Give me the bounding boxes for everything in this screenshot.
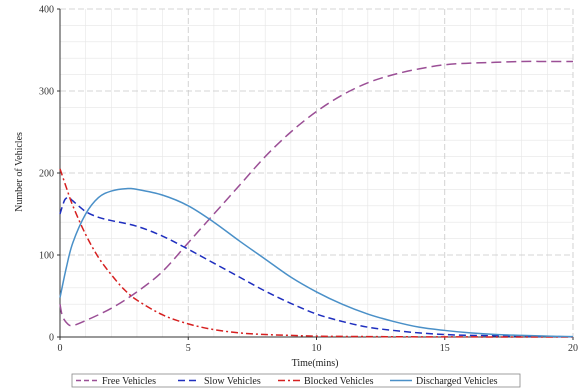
- legend-entry-label: Discharged Vehicles: [416, 376, 498, 387]
- y-tick-label: 400: [39, 5, 54, 16]
- legend-entry-label: Slow Vehicles: [204, 376, 261, 387]
- chart-gridlines: [59, 8, 574, 338]
- x-tick-label: 15: [440, 343, 450, 354]
- series-lines: [59, 60, 574, 338]
- y-tick-label: 300: [39, 87, 54, 98]
- series-line-2: [59, 196, 574, 338]
- series-line-3: [59, 168, 574, 338]
- x-tick-label: 20: [568, 343, 578, 354]
- legend: Free Vehicles Slow Vehicles Blocked Vehicl…: [71, 373, 521, 388]
- x-tick-label: 5: [186, 343, 191, 354]
- series-line-1: [59, 60, 573, 327]
- y-tick-label: 200: [39, 169, 54, 180]
- series-line-4: [59, 187, 574, 338]
- legend-entry-label: Free Vehicles: [102, 376, 156, 387]
- x-tick-label: 10: [312, 343, 322, 354]
- y-tick-label: 100: [39, 251, 54, 262]
- y-axis-label: Number of Vehicles: [14, 132, 25, 212]
- legend-entry-label: Blocked Vehicles: [304, 376, 374, 387]
- x-tick-label: 0: [58, 343, 63, 354]
- x-axis-label: Time(mins): [292, 358, 339, 369]
- y-tick-label: 0: [49, 333, 54, 344]
